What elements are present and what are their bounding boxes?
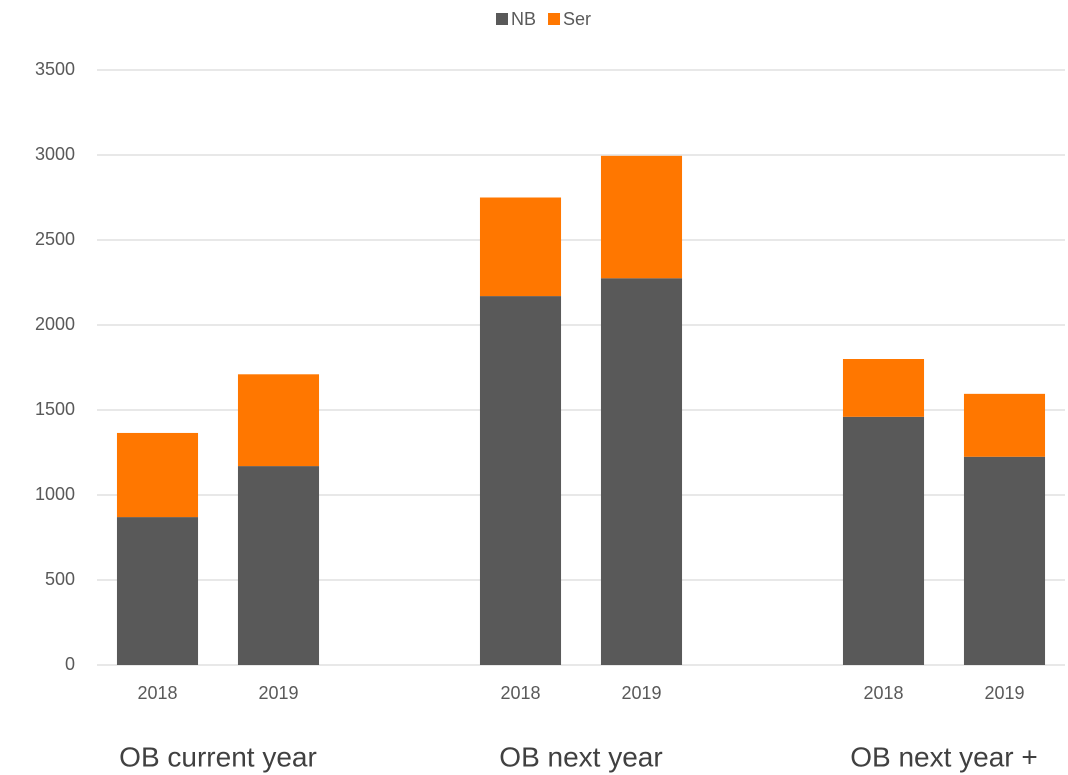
bar-segment	[479, 296, 562, 665]
y-tick-label: 3500	[35, 59, 75, 79]
bar-segment	[963, 456, 1046, 665]
y-tick-label: 1000	[35, 484, 75, 504]
y-tick-label: 1500	[35, 399, 75, 419]
legend-swatch	[548, 13, 561, 25]
bar-segment	[842, 416, 925, 665]
y-tick-label: 3000	[35, 144, 75, 164]
legend: NB Ser	[496, 9, 591, 29]
x-tick-label: 2018	[500, 683, 540, 703]
bar-segment	[963, 393, 1046, 457]
x-tick-label: 2018	[863, 683, 903, 703]
bar-segment	[116, 432, 199, 518]
y-tick-label: 2000	[35, 314, 75, 334]
bar-segment	[600, 278, 683, 665]
x-tick-label: 2018	[137, 683, 177, 703]
y-tick-label: 0	[65, 654, 75, 674]
bar-segment	[116, 517, 199, 665]
group-label: OB next year	[499, 741, 662, 772]
x-tick-label: 2019	[258, 683, 298, 703]
legend-swatch	[496, 13, 508, 25]
bar-segment	[842, 359, 925, 417]
x-tick-label: 2019	[984, 683, 1024, 703]
bar-segment	[237, 466, 320, 665]
bar-segment	[479, 197, 562, 297]
bar-segment	[237, 374, 320, 467]
y-tick-label: 2500	[35, 229, 75, 249]
legend-label: Ser	[563, 9, 591, 29]
x-tick-label: 2019	[621, 683, 661, 703]
group-label: OB current year	[119, 741, 317, 772]
y-tick-label: 500	[45, 569, 75, 589]
bar-segment	[600, 155, 683, 279]
legend-label: NB	[511, 9, 536, 29]
group-label: OB next year +	[850, 741, 1038, 772]
